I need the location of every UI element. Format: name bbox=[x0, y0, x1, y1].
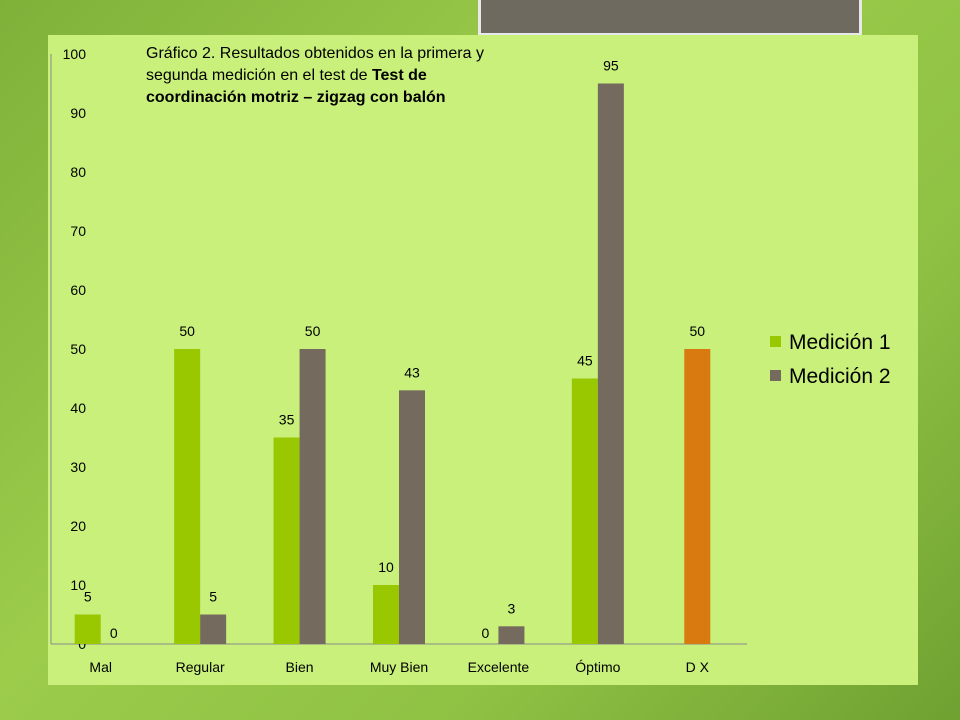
data-label-medicion-1: 35 bbox=[279, 412, 295, 428]
data-label-medicion-2: 50 bbox=[305, 323, 321, 339]
data-label-medicion-2: 43 bbox=[404, 364, 420, 380]
bar-medicion-1 bbox=[373, 585, 399, 644]
chart-title-run: segunda medición en el test de bbox=[146, 67, 372, 84]
x-tick-label: Óptimo bbox=[575, 659, 620, 675]
bar-medicion-2 bbox=[399, 390, 425, 644]
data-label-medicion-2: 3 bbox=[508, 600, 516, 616]
y-tick-label: 30 bbox=[70, 459, 86, 475]
x-tick-label: Muy Bien bbox=[370, 659, 428, 675]
chart-title-run: coordinación motriz – zigzag con balón bbox=[146, 89, 446, 106]
chart-title-line: coordinación motriz – zigzag con balón bbox=[146, 89, 446, 106]
y-tick-label: 80 bbox=[70, 164, 86, 180]
data-label-medicion-1: 45 bbox=[577, 353, 593, 369]
bar-medicion-2 bbox=[498, 626, 525, 644]
bar-medicion-2 bbox=[299, 349, 326, 644]
legend-label: Medición 2 bbox=[789, 365, 891, 388]
data-label-medicion-2: 5 bbox=[209, 589, 217, 605]
data-label-medicion-1: 10 bbox=[378, 559, 394, 575]
y-tick-label: 90 bbox=[70, 105, 86, 121]
chart-title-run: Test de bbox=[372, 67, 427, 84]
y-tick-label: 60 bbox=[70, 282, 86, 298]
legend-swatch bbox=[770, 370, 781, 381]
bar-medicion-2 bbox=[200, 614, 227, 644]
data-label-medicion-1: 5 bbox=[84, 589, 92, 605]
y-tick-label: 50 bbox=[70, 341, 86, 357]
chart-title-line: segunda medición en el test de Test de bbox=[146, 67, 427, 84]
chart-title-run: Gráfico 2. Resultados obtenidos en la pr… bbox=[146, 45, 484, 62]
x-tick-label: Regular bbox=[176, 659, 225, 675]
x-tick-label: D X bbox=[686, 659, 710, 675]
bar-medicion-1 bbox=[174, 349, 201, 644]
decorative-frame bbox=[478, 0, 862, 36]
data-label-medicion-1: 50 bbox=[179, 323, 195, 339]
bar-medicion-2 bbox=[597, 83, 624, 644]
y-tick-label: 20 bbox=[70, 518, 86, 534]
bar-medicion-1 bbox=[74, 614, 101, 644]
y-tick-label: 100 bbox=[63, 46, 87, 62]
x-tick-label: Mal bbox=[89, 659, 112, 675]
x-tick-label: Excelente bbox=[468, 659, 530, 675]
y-tick-label: 70 bbox=[70, 223, 86, 239]
legend-swatch bbox=[770, 336, 781, 347]
x-tick-label: Bien bbox=[286, 659, 314, 675]
data-label-medicion-2: 95 bbox=[603, 58, 619, 74]
y-tick-label: 40 bbox=[70, 400, 86, 416]
bar-medicion-1 bbox=[571, 378, 598, 644]
chart-title-line: Gráfico 2. Resultados obtenidos en la pr… bbox=[146, 45, 484, 62]
data-label-medicion-1: 0 bbox=[482, 625, 490, 641]
data-label-medicion-2: 0 bbox=[110, 625, 118, 641]
bar-medicion-1 bbox=[273, 437, 300, 644]
chart-area: 0102030405060708090100MalRegularBienMuy … bbox=[48, 35, 918, 685]
bar-chart: 0102030405060708090100MalRegularBienMuy … bbox=[50, 45, 891, 675]
data-label-dx: 50 bbox=[689, 323, 705, 339]
legend-label: Medición 1 bbox=[789, 331, 891, 354]
y-tick-label: 10 bbox=[70, 577, 86, 593]
bar-dx bbox=[684, 349, 711, 644]
